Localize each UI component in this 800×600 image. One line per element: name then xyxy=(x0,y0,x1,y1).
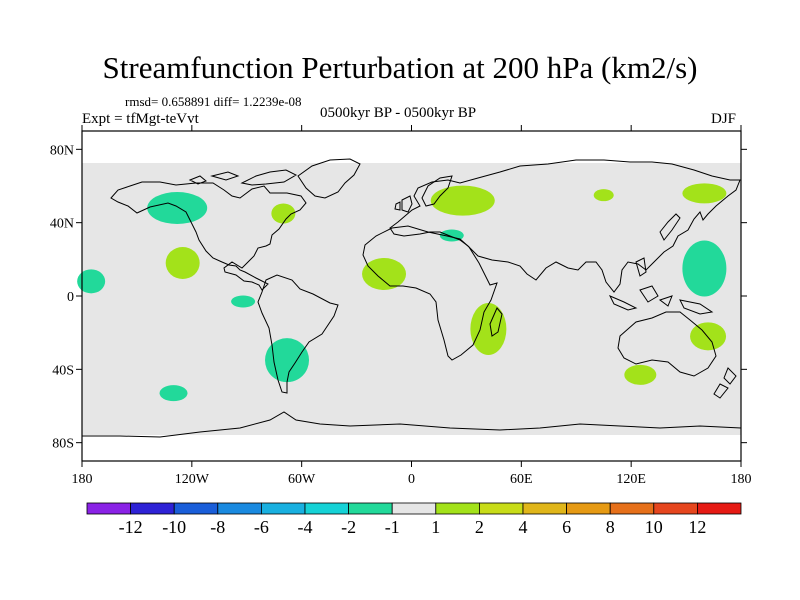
period-label: 0500kyr BP - 0500kyr BP xyxy=(320,105,477,121)
colorbar-swatch xyxy=(697,502,742,515)
lat-tick-label: 0 xyxy=(67,290,74,305)
experiment-label: Expt = tfMgt-teVvt xyxy=(82,111,199,127)
coastline-australia xyxy=(617,311,717,377)
anomaly-negative xyxy=(682,240,727,297)
anomaly-negative xyxy=(159,385,188,402)
stats-text: rmsd= 0.658891 diff= 1.2239e-08 xyxy=(125,94,302,109)
colorbar-label: 4 xyxy=(519,517,528,537)
lon-tick-label: 60E xyxy=(510,472,533,487)
anomaly-positive xyxy=(682,183,727,204)
coastline-arctic-islands xyxy=(188,169,298,186)
anomaly-positive xyxy=(690,322,727,351)
colorbar-swatch xyxy=(478,502,524,515)
coastline-new-zealand xyxy=(713,367,737,399)
coastline-indonesia xyxy=(608,257,714,315)
lat-tick-label: 40S xyxy=(52,363,74,378)
coastline-north-america xyxy=(110,181,307,291)
colorbar-swatch xyxy=(348,502,393,515)
colorbar-swatch xyxy=(260,502,306,515)
colorbar-swatch xyxy=(391,502,437,515)
colorbar-swatch xyxy=(609,502,655,515)
lon-tick-label: 0 xyxy=(408,472,415,487)
lon-tick-label: 120E xyxy=(616,472,646,487)
lon-tick-label: 180 xyxy=(731,472,752,487)
lat-tick-label: 40N xyxy=(50,217,74,232)
anomaly-layer xyxy=(77,183,727,402)
colorbar-swatch xyxy=(86,502,131,515)
colorbar-label: -10 xyxy=(162,517,186,537)
coastline-scandinavia xyxy=(421,175,453,207)
colorbar-swatch xyxy=(130,502,175,515)
colorbar-swatch xyxy=(653,502,698,515)
colorbar-label: 12 xyxy=(688,517,706,537)
coastlines xyxy=(82,158,742,438)
coastline-british-isles xyxy=(394,195,413,213)
anomaly-positive xyxy=(271,203,296,224)
colorbar-swatch xyxy=(173,502,219,515)
colorbar-swatch xyxy=(435,502,480,515)
coastline-africa xyxy=(362,225,498,361)
plot-title: Streamfunction Perturbation at 200 hPa (… xyxy=(102,50,698,85)
longitude-axis: 180 120W 60W 0 60E 120E 180 xyxy=(72,125,752,487)
colorbar-label: 6 xyxy=(562,517,571,537)
lon-tick-label: 180 xyxy=(72,472,93,487)
map-panel: 80N 40N 0 40S 80S 180 120W 60W 0 60E 120E 180 xyxy=(50,125,752,487)
coastline-japan xyxy=(659,213,681,241)
anomaly-positive xyxy=(624,364,657,385)
colorbar-label: -6 xyxy=(254,517,269,537)
coastline-south-america xyxy=(257,274,339,394)
colorbar-swatch xyxy=(217,502,262,515)
colorbar-swatch xyxy=(522,502,567,515)
anomaly-positive xyxy=(593,189,614,202)
colorbar: -12 -10 -8 -6 -4 -2 -1 1 2 4 6 8 10 12 xyxy=(86,502,742,537)
colorbar-label: -2 xyxy=(341,517,356,537)
anomaly-negative xyxy=(77,269,106,294)
anomaly-positive xyxy=(165,247,200,279)
coastline-eurasia xyxy=(389,159,741,293)
latitude-axis: 80N 40N 0 40S 80S xyxy=(50,143,747,452)
coastline-antarctica xyxy=(82,411,742,438)
anomaly-positive xyxy=(430,185,495,216)
lat-tick-label: 80N xyxy=(50,143,74,158)
anomaly-negative xyxy=(231,295,256,308)
anomaly-positive xyxy=(362,258,407,290)
coastline-madagascar xyxy=(489,307,503,337)
lon-tick-label: 120W xyxy=(175,472,210,487)
colorbar-label: 2 xyxy=(475,517,484,537)
colorbar-label: -1 xyxy=(385,517,400,537)
lon-tick-label: 60W xyxy=(288,472,316,487)
coastline-greenland xyxy=(297,158,361,199)
colorbar-swatch xyxy=(566,502,611,515)
anomaly-positive xyxy=(470,303,507,355)
colorbar-label: -4 xyxy=(298,517,313,537)
season-label: DJF xyxy=(711,111,737,127)
colorbar-label: 10 xyxy=(645,517,663,537)
colorbar-swatch xyxy=(304,502,349,515)
colorbar-label: 1 xyxy=(431,517,440,537)
colorbar-label: 8 xyxy=(606,517,615,537)
lat-tick-label: 80S xyxy=(52,437,74,452)
colorbar-label: -8 xyxy=(210,517,225,537)
anomaly-negative xyxy=(147,192,208,224)
colorbar-label: -12 xyxy=(119,517,143,537)
